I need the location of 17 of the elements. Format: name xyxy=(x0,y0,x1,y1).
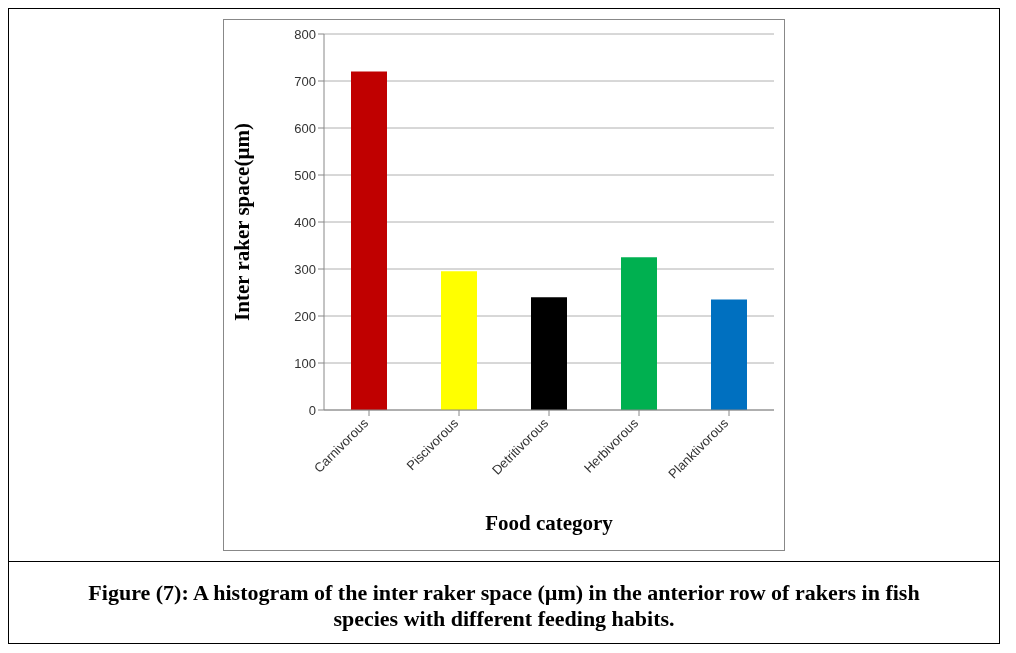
bar xyxy=(621,257,657,410)
y-tick-label: 100 xyxy=(294,355,316,371)
y-tick-label: 700 xyxy=(294,73,316,89)
x-axis-title: Food category xyxy=(485,511,614,535)
bar xyxy=(711,299,747,410)
y-tick-label: 500 xyxy=(294,167,316,183)
y-tick-label: 300 xyxy=(294,261,316,277)
y-tick-label: 400 xyxy=(294,214,316,230)
bar xyxy=(351,71,387,410)
y-axis-title: Inter raker space(µm) xyxy=(230,123,255,321)
y-tick-label: 200 xyxy=(294,308,316,324)
y-tick-label: 0 xyxy=(308,402,316,418)
text: Figure (7): A histogram of the inter raker space (µm) in the anterior row of rakers in fish species with different feeding habits. xyxy=(87,579,921,634)
y-tick-label: 800 xyxy=(294,26,316,42)
bar xyxy=(441,271,477,410)
bar xyxy=(531,297,567,410)
y-tick-label: 600 xyxy=(294,120,316,136)
